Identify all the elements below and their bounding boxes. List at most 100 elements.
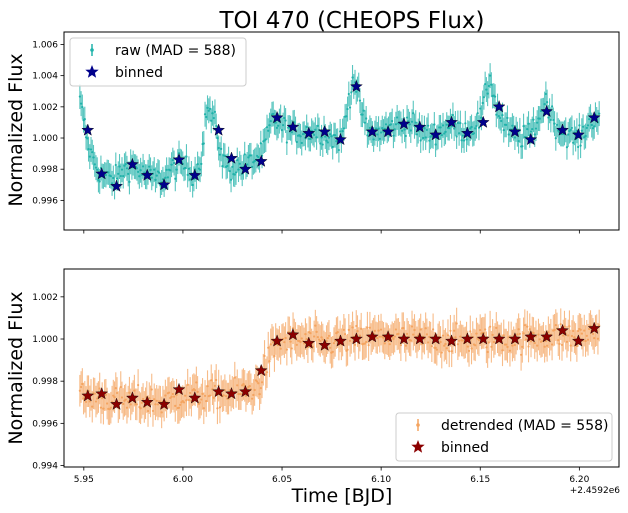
flux-point bbox=[487, 341, 490, 344]
flux-point bbox=[470, 347, 473, 350]
flux-point bbox=[569, 344, 572, 347]
flux-point bbox=[109, 175, 112, 178]
flux-point bbox=[138, 175, 141, 178]
flux-point bbox=[189, 178, 192, 181]
flux-point bbox=[480, 116, 483, 119]
flux-point bbox=[502, 128, 505, 132]
flux-point bbox=[430, 345, 433, 348]
binned-star bbox=[524, 330, 538, 343]
flux-point bbox=[201, 392, 204, 395]
flux-point bbox=[200, 162, 203, 166]
flux-point bbox=[211, 112, 214, 115]
flux-point bbox=[187, 398, 191, 402]
flux-point bbox=[513, 343, 516, 347]
flux-point bbox=[393, 335, 396, 338]
flux-point bbox=[501, 113, 504, 117]
flux-point bbox=[536, 121, 539, 124]
binned-star bbox=[238, 162, 252, 175]
flux-point bbox=[527, 122, 530, 125]
flux-point bbox=[521, 145, 524, 148]
flux-point bbox=[446, 334, 450, 337]
y-tick-label: 1.002 bbox=[32, 103, 58, 113]
flux-point bbox=[538, 117, 541, 120]
flux-point bbox=[225, 395, 228, 398]
flux-point bbox=[440, 134, 443, 137]
flux-point bbox=[174, 404, 177, 407]
flux-point bbox=[449, 329, 452, 332]
flux-point bbox=[233, 173, 236, 176]
flux-point bbox=[248, 385, 251, 388]
binned-star bbox=[476, 332, 490, 345]
flux-point bbox=[198, 401, 202, 404]
y-tick-label: 0.998 bbox=[32, 377, 58, 387]
flux-point bbox=[567, 334, 570, 337]
flux-point bbox=[153, 398, 156, 401]
flux-point bbox=[91, 405, 94, 408]
flux-point bbox=[186, 173, 189, 177]
flux-point bbox=[327, 334, 331, 337]
binned-star bbox=[492, 100, 506, 113]
flux-point bbox=[579, 328, 582, 331]
flux-point bbox=[543, 345, 546, 348]
flux-point bbox=[216, 407, 219, 410]
binned-star bbox=[429, 128, 443, 141]
flux-point bbox=[428, 139, 431, 142]
binned-star bbox=[157, 178, 171, 191]
flux-point bbox=[424, 136, 427, 139]
flux-point bbox=[237, 168, 240, 171]
y-tick-label: 1.000 bbox=[32, 335, 58, 345]
flux-point bbox=[366, 134, 369, 137]
flux-point bbox=[246, 163, 249, 166]
binned-star bbox=[413, 120, 427, 133]
flux-point bbox=[149, 168, 152, 171]
binned-star bbox=[587, 110, 601, 124]
binned-star bbox=[587, 321, 601, 334]
flux-point bbox=[423, 127, 426, 130]
binned-star bbox=[140, 168, 154, 181]
binned-star bbox=[365, 330, 379, 343]
plot-frame bbox=[63, 31, 620, 231]
flux-point bbox=[448, 127, 451, 130]
flux-point bbox=[304, 333, 307, 336]
flux-point bbox=[579, 144, 582, 147]
flux-point bbox=[212, 396, 215, 399]
flux-point bbox=[118, 165, 121, 168]
flux-point bbox=[470, 125, 473, 129]
flux-point bbox=[368, 326, 371, 329]
flux-point bbox=[92, 156, 95, 159]
flux-point bbox=[409, 339, 412, 342]
flux-point bbox=[508, 349, 512, 352]
flux-point bbox=[435, 348, 438, 351]
flux-point bbox=[441, 124, 445, 127]
flux-point bbox=[422, 136, 425, 140]
flux-point bbox=[441, 334, 445, 337]
x-tick-label: 5.95 bbox=[74, 475, 94, 485]
flux-point bbox=[267, 129, 270, 132]
flux-point bbox=[577, 145, 580, 149]
flux-point bbox=[229, 178, 233, 181]
flux-point bbox=[580, 332, 583, 335]
flux-point bbox=[78, 95, 81, 98]
flux-point bbox=[388, 343, 391, 346]
flux-point bbox=[197, 402, 200, 406]
flux-point bbox=[382, 336, 385, 339]
flux-point bbox=[485, 346, 488, 349]
flux-point bbox=[585, 334, 588, 337]
flux-point bbox=[339, 130, 342, 133]
binned-star bbox=[365, 125, 379, 138]
y-tick-label: 1.006 bbox=[32, 40, 58, 50]
flux-point bbox=[575, 344, 578, 348]
flux-point bbox=[154, 403, 157, 406]
flux-point bbox=[425, 128, 428, 131]
y-tick-label: 0.994 bbox=[32, 462, 58, 472]
flux-point bbox=[410, 325, 414, 328]
legend: detrended (MAD = 558) binned bbox=[395, 412, 613, 462]
flux-point bbox=[115, 177, 119, 180]
binned-star bbox=[445, 115, 458, 128]
flux-point bbox=[526, 325, 529, 328]
flux-point bbox=[277, 124, 280, 127]
binned-star bbox=[95, 387, 109, 400]
legend-raw-label: raw (MAD = 588) bbox=[115, 43, 236, 59]
flux-point bbox=[596, 337, 600, 340]
flux-point bbox=[373, 329, 376, 332]
